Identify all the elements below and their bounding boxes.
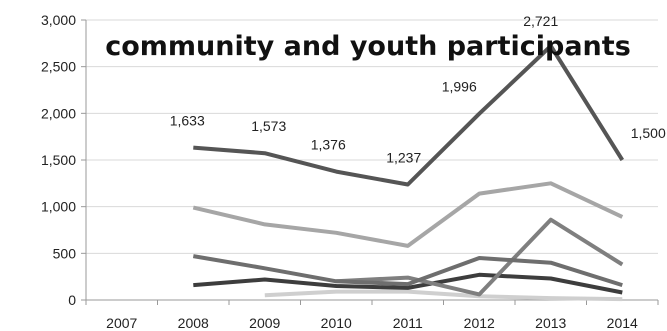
- x-tick-label: 2007: [106, 315, 137, 331]
- series-line: [193, 44, 624, 187]
- chart-title: community and youth participants: [105, 31, 631, 62]
- x-tick-label: 2011: [393, 315, 423, 331]
- x-tick-label: 2008: [178, 315, 209, 331]
- series-line: [192, 181, 624, 248]
- series-line: [192, 254, 623, 288]
- y-tick-label: 1,500: [41, 152, 76, 168]
- gridlines: [86, 19, 658, 254]
- y-tick-label: 2,000: [41, 105, 76, 121]
- data-label: 2,721: [523, 13, 558, 29]
- data-label: 1,633: [170, 113, 205, 129]
- series-line: [336, 217, 624, 297]
- data-label: 1,500: [631, 125, 666, 141]
- x-tick-label: 2014: [607, 315, 638, 331]
- x-tick-label: 2013: [535, 315, 566, 331]
- x-tick-label: 2010: [321, 315, 352, 331]
- data-label: 1,996: [442, 79, 477, 95]
- axes: 0 500 1,000 1,500 2,000 2,500 3,000 2007 2008 200…: [41, 12, 659, 331]
- data-label: 1,573: [251, 118, 286, 134]
- y-tick-label: 1,000: [41, 199, 76, 215]
- series-lines: [192, 44, 624, 302]
- data-labels: 1,633 1,573 1,376 1,237 1,996 2,721 1,500: [170, 13, 666, 166]
- series-line: [193, 272, 623, 295]
- data-label: 1,237: [386, 150, 421, 166]
- y-tick-label: 500: [53, 245, 77, 261]
- x-tick-label: 2009: [249, 315, 280, 331]
- x-tick-label: 2012: [464, 315, 495, 331]
- data-label: 1,376: [311, 137, 346, 153]
- series-line: [264, 289, 623, 302]
- y-tick-label: 3,000: [41, 12, 76, 28]
- y-tick-label: 0: [68, 292, 76, 308]
- y-tick-label: 2,500: [41, 59, 76, 75]
